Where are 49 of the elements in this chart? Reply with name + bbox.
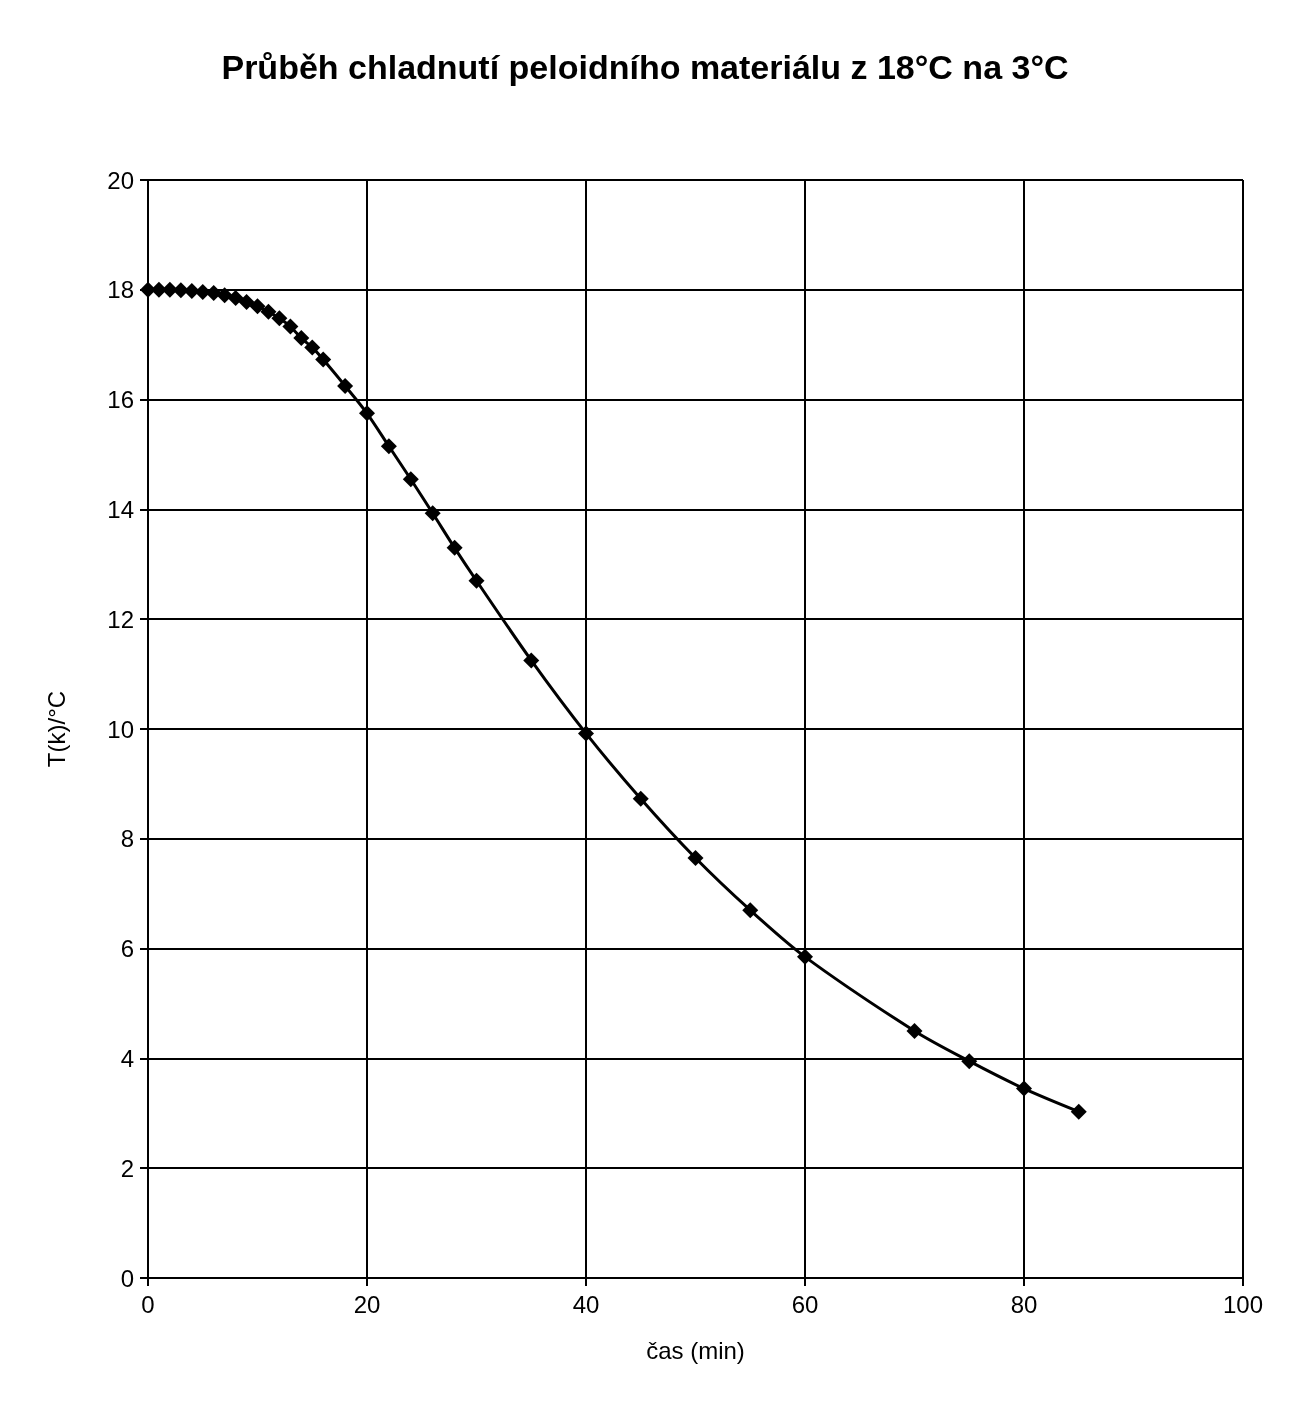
y-tick-label: 18 xyxy=(107,276,134,304)
point xyxy=(1016,1080,1032,1097)
point xyxy=(140,281,156,298)
point xyxy=(742,902,759,919)
y-tick-label: 20 xyxy=(107,166,134,194)
x-tick-label: 0 xyxy=(141,1290,155,1318)
point xyxy=(293,330,310,347)
point xyxy=(315,351,332,368)
y-tick-label: 14 xyxy=(107,495,134,523)
point xyxy=(523,652,540,669)
x-tick-label: 100 xyxy=(1222,1290,1264,1318)
y-tick-label: 2 xyxy=(120,1154,134,1182)
point xyxy=(380,438,397,455)
point xyxy=(632,790,649,807)
y-tick-label: 10 xyxy=(107,715,134,743)
point xyxy=(578,725,594,742)
point xyxy=(687,850,704,867)
x-axis-title: čas (min) xyxy=(646,1336,745,1364)
point xyxy=(282,318,299,335)
x-tick-label: 80 xyxy=(1010,1290,1038,1318)
y-tick-label: 8 xyxy=(120,825,134,853)
chart-title: Průběh chladnutí peloidního materiálu z 18°C na 3°C xyxy=(221,48,1069,86)
point xyxy=(402,471,419,488)
point xyxy=(1070,1103,1087,1120)
point xyxy=(446,539,463,556)
point xyxy=(216,287,233,304)
point xyxy=(205,285,222,302)
point xyxy=(797,948,813,965)
point xyxy=(249,298,266,315)
point xyxy=(227,290,244,307)
y-tick-label: 12 xyxy=(107,605,134,633)
point xyxy=(961,1053,978,1070)
point xyxy=(359,405,375,422)
y-tick-label: 6 xyxy=(120,935,134,963)
point xyxy=(468,572,485,589)
point xyxy=(304,339,321,356)
point xyxy=(337,377,354,394)
point xyxy=(238,293,255,310)
point xyxy=(271,310,288,327)
point xyxy=(424,505,441,522)
y-tick-label: 4 xyxy=(120,1044,134,1072)
point xyxy=(260,303,277,320)
x-tick-label: 60 xyxy=(791,1290,819,1318)
y-tick-label: 0 xyxy=(120,1264,134,1292)
y-axis-title: T(k)/°C xyxy=(42,690,70,768)
y-tick-label: 16 xyxy=(107,386,134,414)
x-tick-label: 20 xyxy=(353,1290,381,1318)
x-tick-label: 40 xyxy=(572,1290,600,1318)
point xyxy=(906,1022,923,1039)
